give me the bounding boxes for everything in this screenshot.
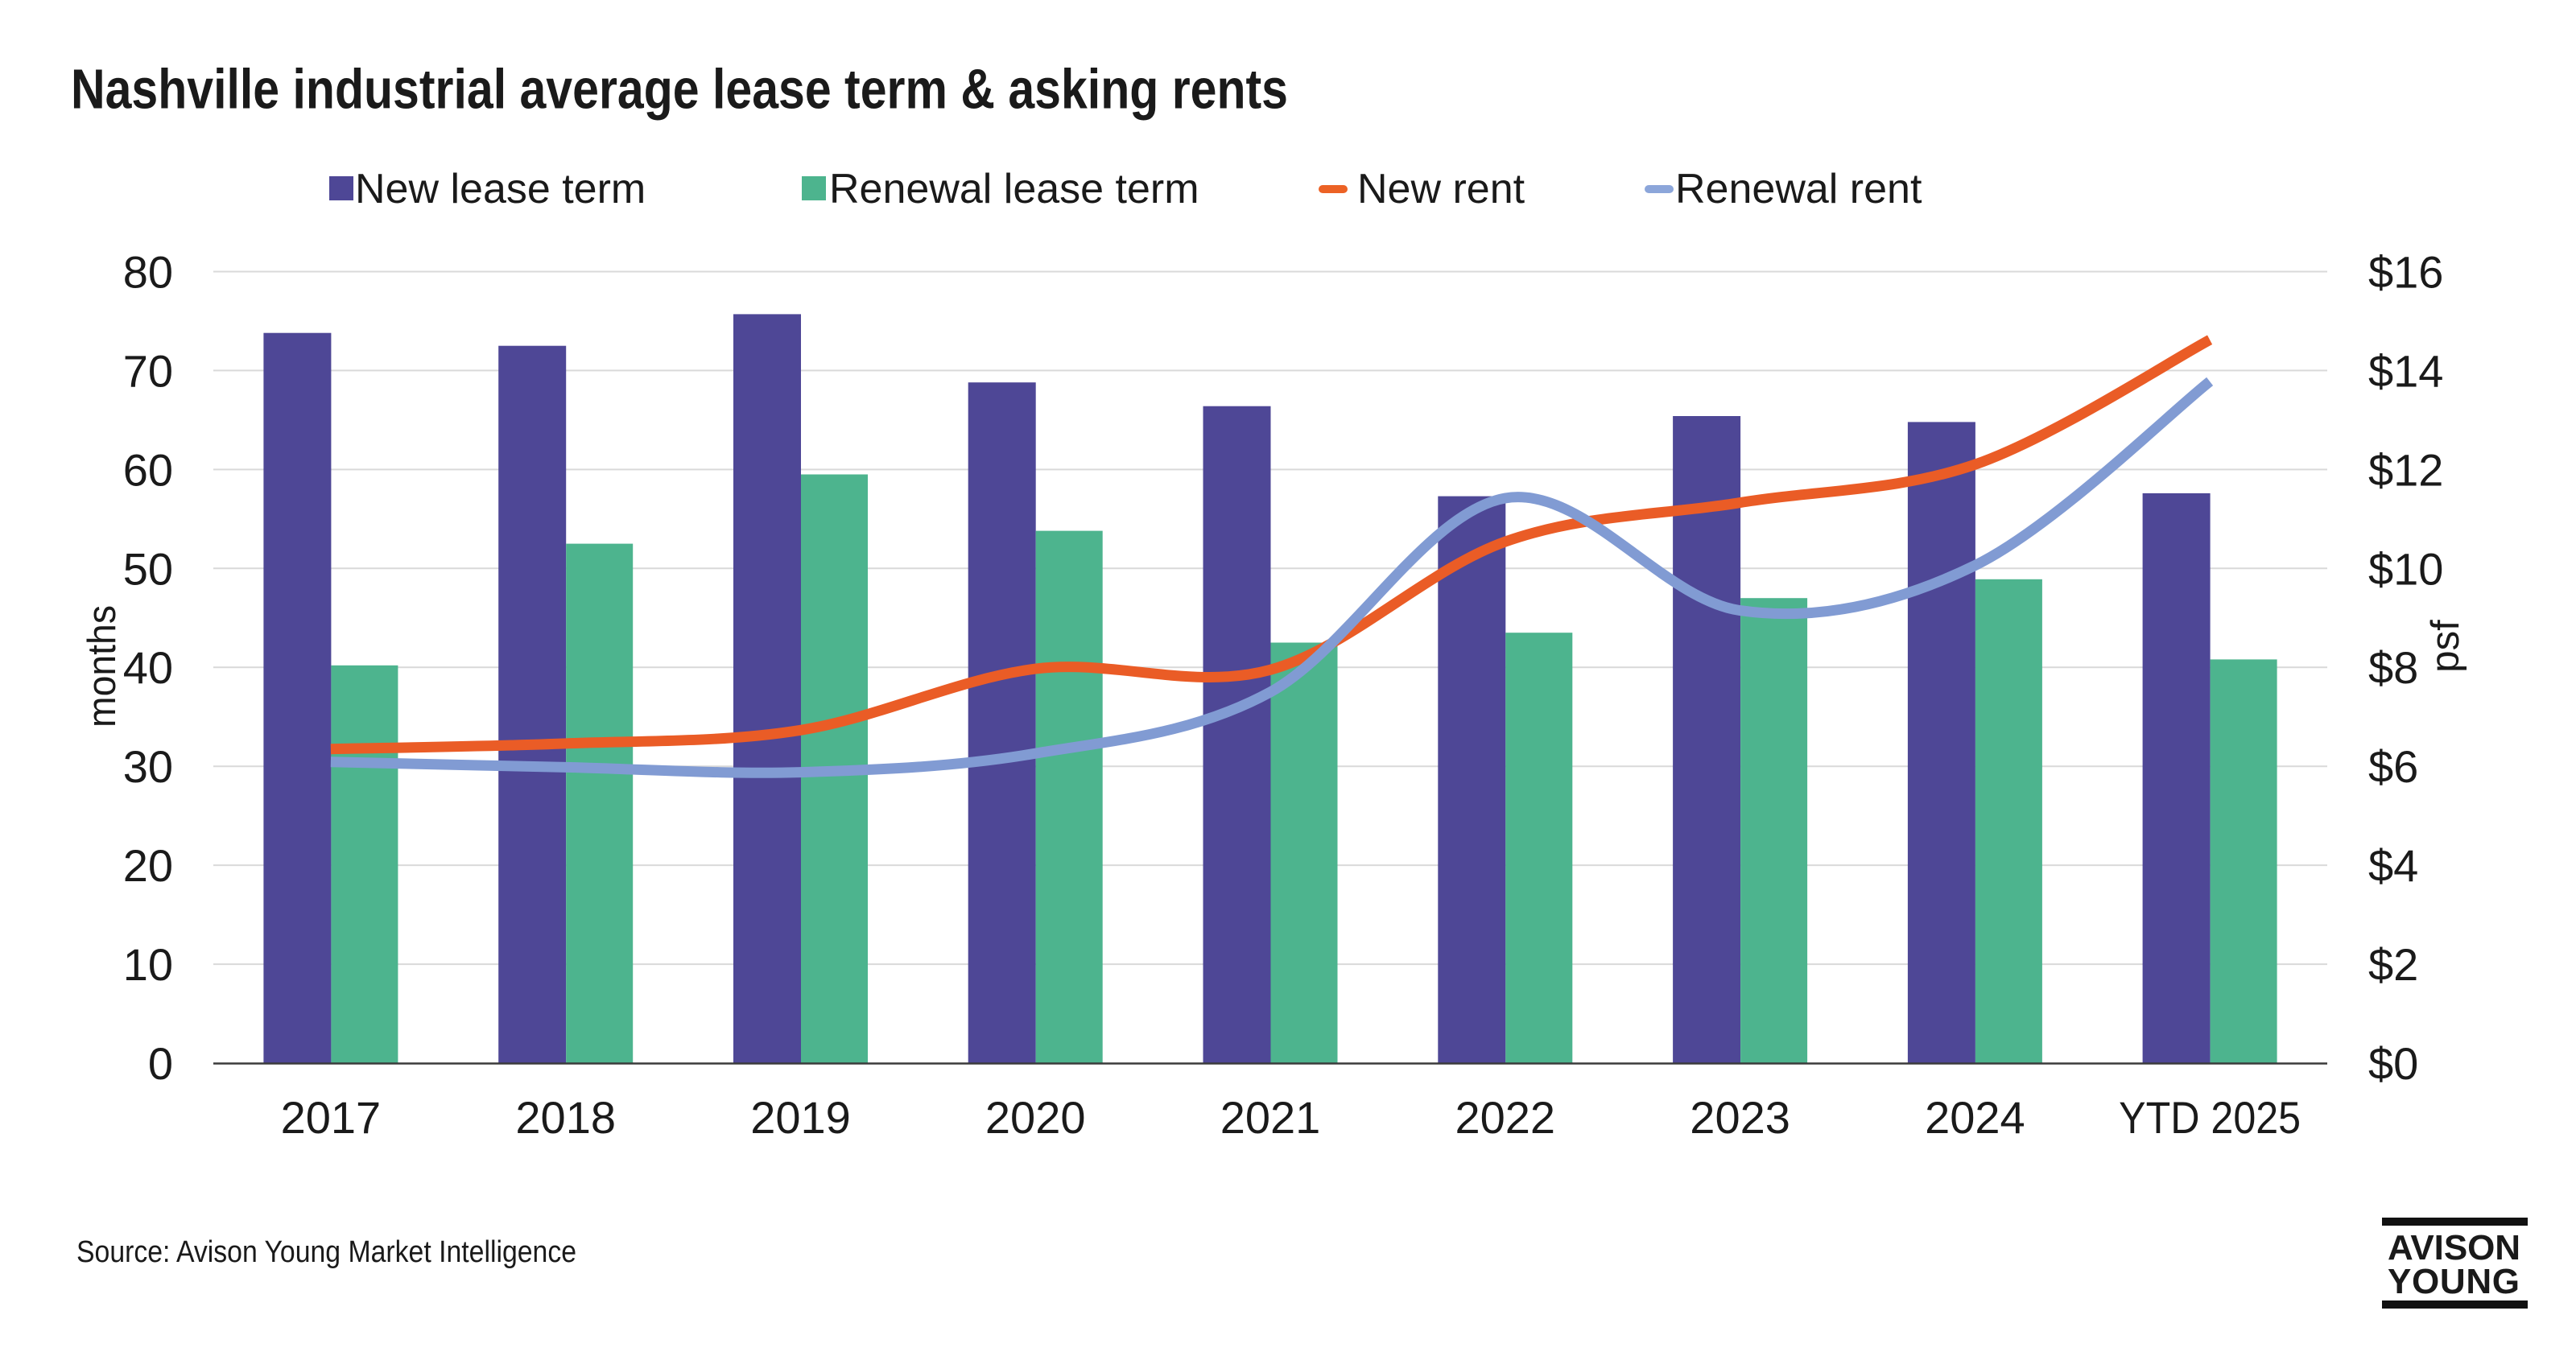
svg-text:$10: $10 (2368, 543, 2443, 594)
svg-text:2020: 2020 (985, 1092, 1086, 1143)
svg-text:Source: Avison Young Market In: Source: Avison Young Market Intelligence (76, 1235, 576, 1269)
svg-text:20: 20 (123, 840, 173, 891)
svg-text:$0: $0 (2368, 1038, 2418, 1089)
svg-text:2021: 2021 (1220, 1092, 1321, 1143)
svg-text:80: 80 (123, 247, 173, 298)
svg-text:New lease term: New lease term (355, 166, 646, 212)
svg-text:30: 30 (123, 741, 173, 792)
svg-text:2018: 2018 (515, 1092, 616, 1143)
svg-text:AVISON: AVISON (2388, 1228, 2520, 1268)
svg-text:psf: psf (2424, 620, 2467, 673)
svg-text:$4: $4 (2368, 840, 2418, 891)
svg-text:10: 10 (123, 939, 173, 990)
svg-text:YTD 2025: YTD 2025 (2119, 1092, 2301, 1143)
svg-text:2024: 2024 (1925, 1092, 2025, 1143)
svg-text:2017: 2017 (281, 1092, 382, 1143)
svg-text:Renewal lease term: Renewal lease term (829, 166, 1199, 212)
svg-text:2019: 2019 (750, 1092, 851, 1143)
svg-text:YOUNG: YOUNG (2388, 1262, 2520, 1301)
svg-text:$16: $16 (2368, 247, 2443, 298)
svg-text:New rent: New rent (1357, 166, 1525, 212)
svg-text:2022: 2022 (1455, 1092, 1556, 1143)
svg-text:60: 60 (123, 444, 173, 495)
svg-text:months: months (80, 605, 124, 728)
svg-text:70: 70 (123, 345, 173, 396)
svg-text:0: 0 (148, 1038, 173, 1089)
svg-text:$2: $2 (2368, 939, 2418, 990)
svg-text:40: 40 (123, 642, 173, 693)
svg-text:$12: $12 (2368, 444, 2443, 495)
svg-text:Nashville industrial average l: Nashville industrial average lease term … (71, 58, 1288, 121)
svg-text:2023: 2023 (1690, 1092, 1790, 1143)
svg-text:Renewal rent: Renewal rent (1675, 166, 1922, 212)
svg-text:$14: $14 (2368, 345, 2443, 396)
svg-text:$8: $8 (2368, 642, 2418, 693)
svg-text:$6: $6 (2368, 741, 2418, 792)
svg-text:50: 50 (123, 543, 173, 594)
